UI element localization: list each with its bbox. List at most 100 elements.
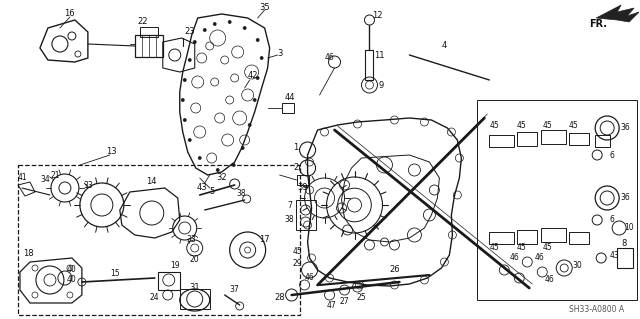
Bar bbox=[617, 248, 633, 268]
Text: 41: 41 bbox=[17, 174, 27, 182]
Text: 34: 34 bbox=[40, 175, 50, 184]
Polygon shape bbox=[596, 5, 639, 22]
Circle shape bbox=[253, 99, 256, 101]
Bar bbox=[158, 272, 180, 290]
Bar bbox=[490, 135, 515, 147]
Text: 25: 25 bbox=[356, 293, 366, 302]
Text: 46: 46 bbox=[305, 273, 314, 283]
Text: 22: 22 bbox=[138, 18, 148, 26]
Bar bbox=[365, 50, 374, 80]
Text: 24: 24 bbox=[150, 293, 159, 302]
Text: 29: 29 bbox=[292, 259, 303, 269]
Bar bbox=[282, 103, 294, 113]
Circle shape bbox=[216, 168, 219, 172]
Text: 4: 4 bbox=[442, 41, 447, 49]
Text: 33: 33 bbox=[83, 181, 93, 189]
Text: 40: 40 bbox=[67, 265, 77, 275]
Text: 38: 38 bbox=[237, 189, 246, 197]
Bar bbox=[569, 133, 589, 145]
Text: 30: 30 bbox=[572, 261, 582, 270]
Text: 43: 43 bbox=[609, 250, 619, 259]
Text: 7: 7 bbox=[287, 201, 292, 210]
Text: 28: 28 bbox=[275, 293, 285, 302]
Text: 44: 44 bbox=[284, 93, 295, 102]
Text: 18: 18 bbox=[22, 249, 33, 257]
Text: 45: 45 bbox=[490, 121, 499, 130]
Text: 40: 40 bbox=[67, 276, 77, 285]
Circle shape bbox=[193, 41, 196, 43]
Text: 45: 45 bbox=[568, 121, 578, 130]
Circle shape bbox=[198, 157, 201, 160]
Text: 10: 10 bbox=[625, 224, 634, 233]
Text: FR.: FR. bbox=[589, 19, 607, 29]
Text: 21: 21 bbox=[50, 170, 60, 180]
Bar bbox=[541, 130, 566, 144]
Text: 45: 45 bbox=[516, 121, 526, 130]
Text: 20: 20 bbox=[190, 256, 200, 264]
Bar bbox=[517, 230, 537, 244]
Text: 36: 36 bbox=[620, 194, 630, 203]
Text: 2: 2 bbox=[293, 164, 298, 173]
Text: 45: 45 bbox=[490, 243, 499, 253]
Bar bbox=[135, 35, 163, 57]
Circle shape bbox=[243, 26, 246, 29]
Text: 39: 39 bbox=[297, 183, 308, 192]
Circle shape bbox=[181, 99, 184, 101]
Text: 13: 13 bbox=[106, 147, 117, 157]
Bar bbox=[595, 135, 610, 147]
Text: 46: 46 bbox=[324, 53, 335, 62]
Circle shape bbox=[241, 146, 244, 150]
Bar bbox=[140, 27, 158, 37]
Circle shape bbox=[248, 123, 251, 127]
Text: 32: 32 bbox=[216, 174, 227, 182]
Bar bbox=[490, 232, 515, 244]
Circle shape bbox=[213, 23, 216, 26]
Text: 46: 46 bbox=[509, 254, 519, 263]
Text: 15: 15 bbox=[110, 269, 120, 278]
Text: 47: 47 bbox=[326, 300, 337, 309]
Text: 17: 17 bbox=[259, 235, 270, 244]
Circle shape bbox=[183, 78, 186, 81]
Text: 8: 8 bbox=[621, 240, 627, 249]
Text: 5: 5 bbox=[209, 187, 214, 196]
Bar bbox=[296, 175, 308, 185]
Bar bbox=[180, 289, 210, 309]
Text: SH33-A0800 A: SH33-A0800 A bbox=[569, 306, 625, 315]
Text: 45: 45 bbox=[516, 243, 526, 253]
Circle shape bbox=[188, 138, 191, 142]
Text: 45: 45 bbox=[292, 248, 303, 256]
Text: 27: 27 bbox=[340, 298, 349, 307]
Text: 43: 43 bbox=[196, 182, 207, 191]
Text: 1: 1 bbox=[293, 144, 298, 152]
Circle shape bbox=[256, 39, 259, 41]
Text: 11: 11 bbox=[374, 50, 385, 60]
Circle shape bbox=[228, 20, 231, 24]
Text: 38: 38 bbox=[285, 216, 294, 225]
Text: 36: 36 bbox=[620, 123, 630, 132]
Text: 6: 6 bbox=[610, 151, 614, 160]
Text: 45: 45 bbox=[542, 121, 552, 130]
Circle shape bbox=[232, 164, 235, 167]
Text: 3: 3 bbox=[277, 48, 282, 57]
Text: 46: 46 bbox=[545, 276, 554, 285]
Text: 37: 37 bbox=[230, 286, 239, 294]
Text: 45: 45 bbox=[542, 243, 552, 253]
Text: 35: 35 bbox=[259, 3, 270, 11]
Text: 23: 23 bbox=[184, 27, 195, 36]
Text: 31: 31 bbox=[189, 284, 200, 293]
Text: 33: 33 bbox=[187, 235, 196, 244]
Bar bbox=[541, 228, 566, 242]
Circle shape bbox=[204, 28, 206, 32]
Text: 16: 16 bbox=[65, 9, 76, 18]
Circle shape bbox=[188, 58, 191, 62]
Circle shape bbox=[256, 77, 259, 79]
Text: 46: 46 bbox=[534, 254, 544, 263]
Circle shape bbox=[260, 56, 263, 60]
Text: 26: 26 bbox=[389, 265, 400, 275]
Circle shape bbox=[183, 118, 186, 122]
Text: 19: 19 bbox=[170, 261, 180, 270]
Bar bbox=[517, 132, 537, 146]
Text: 14: 14 bbox=[147, 177, 157, 187]
Text: 9: 9 bbox=[379, 80, 384, 90]
Text: 42: 42 bbox=[248, 71, 258, 80]
